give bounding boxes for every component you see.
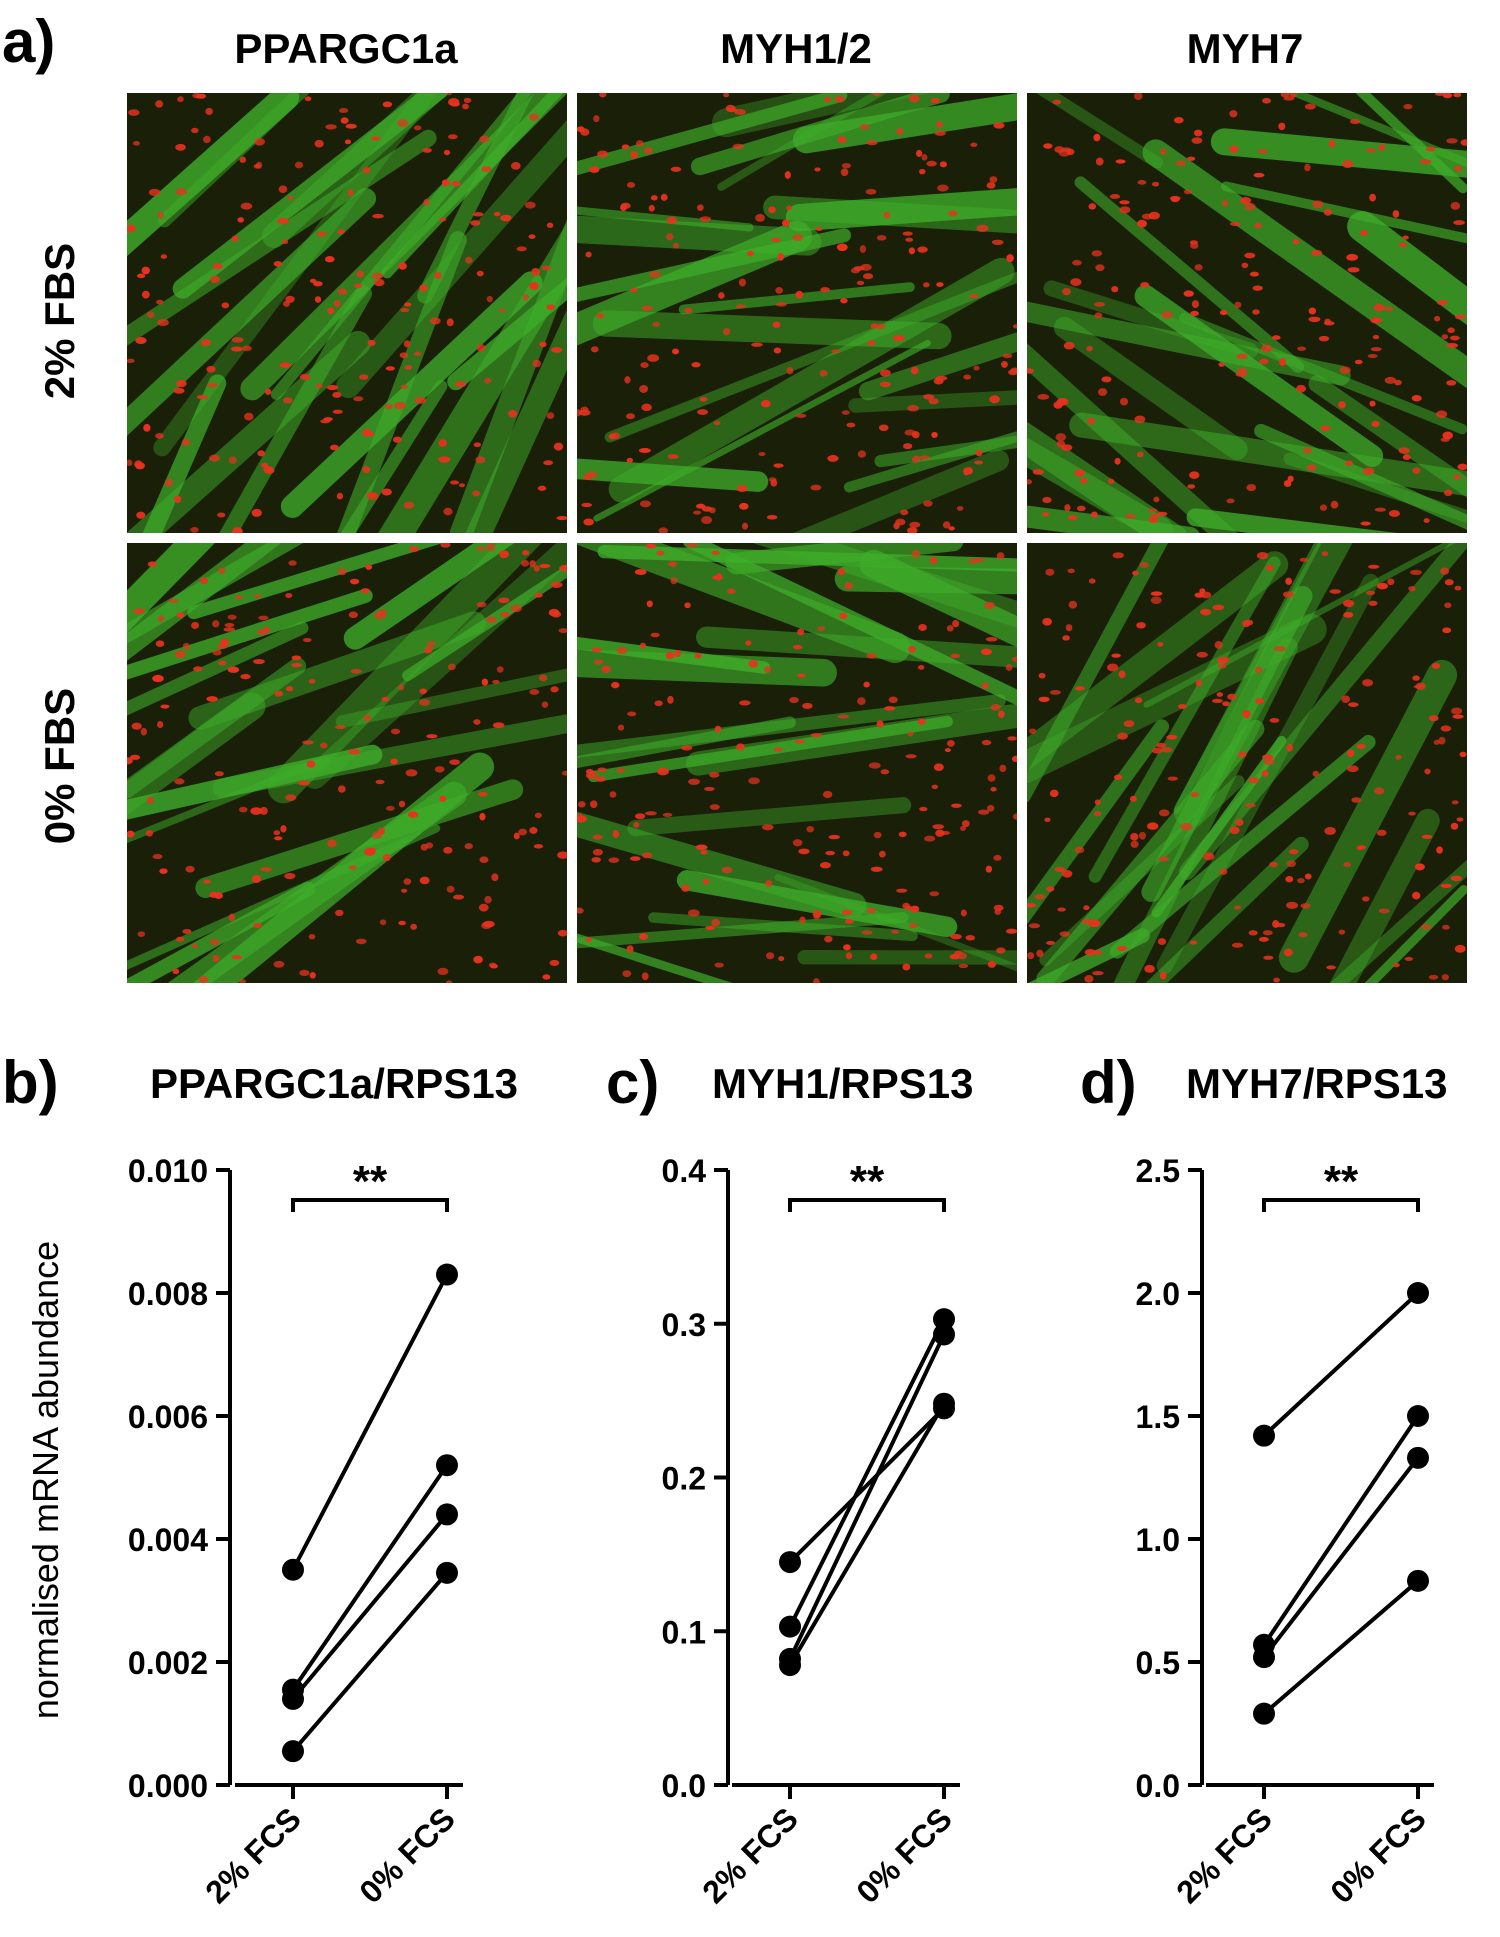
micrograph-2fbs-myh7 (1027, 93, 1467, 533)
significance-bracket (291, 1198, 449, 1212)
pair-line (1262, 1414, 1420, 1646)
significance-bracket (1262, 1198, 1420, 1212)
data-point-2pct (779, 1654, 801, 1677)
pair-line (788, 1406, 946, 1564)
x-tick-label: 0% FCS (352, 1800, 462, 1910)
data-point-2pct (282, 1558, 304, 1581)
micrograph-0fbs-myh7 (1027, 543, 1467, 983)
data-point-0pct (933, 1308, 955, 1331)
data-point-0pct (436, 1454, 458, 1477)
micrograph-2fbs-pparg (127, 93, 567, 533)
data-point-0pct (933, 1392, 955, 1415)
significance-label: ** (850, 1157, 885, 1206)
chart-title-pparg: PPARGC1a/RPS13 (150, 1060, 519, 1107)
chart-title-myh7: MYH7/RPS13 (1186, 1060, 1448, 1107)
column-title-pparg: PPARGC1a (234, 25, 458, 72)
panel-c-letter: c) (606, 1049, 660, 1116)
data-point-0pct (436, 1561, 458, 1584)
data-point-0pct (1407, 1282, 1429, 1304)
y-tick-label: 0.008 (128, 1276, 208, 1312)
x-tick-label: 0% FCS (1323, 1800, 1433, 1910)
data-point-0pct (1407, 1446, 1429, 1469)
y-tick-label: 2.0 (1136, 1276, 1180, 1312)
micrograph-texture (127, 543, 567, 983)
pair-line (1262, 1456, 1420, 1659)
row-title-0pct-fbs: 0% FBS (36, 687, 83, 845)
pair-line (291, 1571, 449, 1753)
micrograph-0fbs-pparg (127, 543, 567, 983)
column-title-myh12: MYH1/2 (720, 25, 872, 72)
pair-line (1262, 1291, 1420, 1438)
micrograph-texture (127, 93, 567, 533)
y-tick-label: 0.002 (128, 1645, 208, 1681)
significance-label: ** (1324, 1157, 1359, 1206)
pair-line (788, 1333, 946, 1660)
y-axis-label: normalised mRNA abundance (25, 1241, 66, 1719)
x-tick-label: 0% FCS (849, 1800, 959, 1910)
data-point-2pct (779, 1551, 801, 1574)
pair-line (291, 1513, 449, 1701)
data-point-2pct (1253, 1424, 1275, 1447)
x-tick-label: 2% FCS (1169, 1800, 1279, 1910)
pair-line (788, 1402, 946, 1667)
micrograph-texture (577, 93, 1017, 533)
y-tick-label: 2.5 (1136, 1153, 1180, 1189)
paired-line-charts: normalised mRNA abundance 0.0000.0020.00… (25, 1153, 1434, 1910)
chart-title-myh1: MYH1/RPS13 (712, 1060, 974, 1107)
data-point-2pct (779, 1615, 801, 1638)
significance-label: ** (353, 1157, 388, 1206)
y-tick-label: 0.000 (128, 1768, 208, 1804)
y-tick-label: 0.0 (1136, 1768, 1180, 1804)
y-tick-label: 1.5 (1136, 1399, 1180, 1435)
significance-bracket (788, 1198, 946, 1212)
data-point-2pct (282, 1740, 304, 1763)
y-tick-label: 0.1 (662, 1614, 706, 1650)
data-point-2pct (1253, 1702, 1275, 1725)
y-tick-label: 0.004 (128, 1522, 208, 1558)
panel-a-letter: a) (2, 8, 56, 75)
y-tick-label: 0.3 (662, 1307, 706, 1343)
y-tick-label: 0.010 (128, 1153, 208, 1189)
y-tick-label: 0.0 (662, 1768, 706, 1804)
y-tick-label: 1.0 (1136, 1522, 1180, 1558)
data-point-0pct (436, 1503, 458, 1526)
pair-line (291, 1273, 449, 1571)
data-point-0pct (436, 1263, 458, 1286)
panel-d-letter: d) (1080, 1049, 1137, 1116)
x-tick-label: 2% FCS (695, 1800, 805, 1910)
micrograph-texture (1027, 93, 1467, 533)
data-point-0pct (1407, 1405, 1429, 1427)
micrograph-texture (577, 543, 1017, 983)
data-point-0pct (933, 1323, 955, 1346)
y-tick-label: 0.5 (1136, 1645, 1180, 1681)
y-tick-label: 0.4 (662, 1153, 707, 1189)
micrograph-2fbs-myh12 (577, 93, 1017, 533)
column-title-myh7: MYH7 (1186, 25, 1304, 72)
data-point-2pct (282, 1687, 304, 1710)
y-tick-label: 0.2 (662, 1461, 706, 1497)
pair-line (291, 1464, 449, 1691)
pair-line (1262, 1579, 1420, 1716)
row-title-2pct-fbs: 2% FBS (36, 242, 83, 400)
data-point-2pct (1253, 1646, 1275, 1669)
panel-b-letter: b) (2, 1049, 59, 1116)
x-tick-label: 2% FCS (198, 1800, 308, 1910)
pair-line (788, 1318, 946, 1628)
data-point-0pct (1407, 1569, 1429, 1592)
micrograph-0fbs-myh12 (577, 543, 1017, 983)
y-tick-label: 0.006 (128, 1399, 208, 1435)
micrograph-texture (1027, 543, 1467, 983)
